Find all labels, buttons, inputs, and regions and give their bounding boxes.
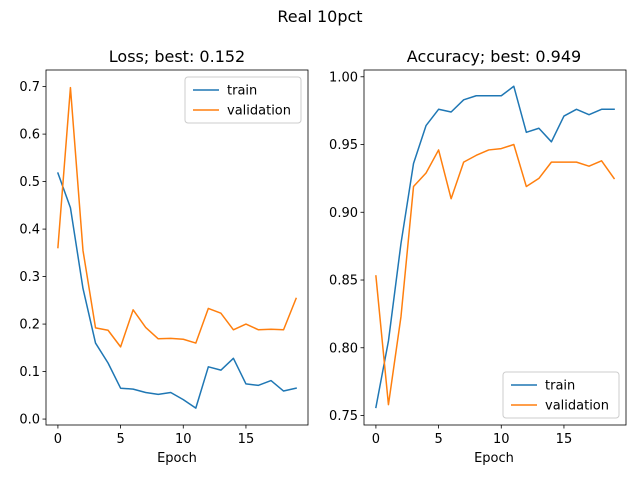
accuracy-legend-label-validation: validation bbox=[545, 399, 609, 414]
loss-legend-label-validation: validation bbox=[227, 104, 291, 119]
accuracy-xtick-label: 5 bbox=[434, 432, 442, 447]
accuracy-chart: Accuracy; best: 0.949 Epoch 0 5 10 15 0.75 0.… bbox=[329, 47, 627, 466]
loss-xtick-label: 10 bbox=[175, 432, 192, 447]
loss-ytick-label: 0.4 bbox=[19, 223, 40, 238]
loss-legend: train validation bbox=[184, 76, 302, 124]
loss-ytick-label: 0.0 bbox=[19, 413, 40, 428]
accuracy-ytick-label: 0.90 bbox=[329, 206, 358, 221]
accuracy-chart-xlabel: Epoch bbox=[474, 451, 514, 466]
accuracy-ytick-label: 0.80 bbox=[329, 341, 358, 356]
loss-chart: Loss; best: 0.152 Epoch 0 5 10 15 0.0 0.1 0.2 0… bbox=[19, 47, 309, 466]
accuracy-ytick-label: 0.75 bbox=[329, 409, 358, 424]
accuracy-xtick-label: 15 bbox=[556, 432, 573, 447]
loss-series-validation-line bbox=[57, 86, 298, 348]
accuracy-axes-frame bbox=[363, 69, 627, 426]
accuracy-series-train-line bbox=[375, 85, 615, 409]
loss-xtick-label: 5 bbox=[116, 432, 124, 447]
loss-ytick-label: 0.7 bbox=[19, 80, 40, 95]
accuracy-chart-title: Accuracy; best: 0.949 bbox=[407, 47, 581, 66]
accuracy-xtick-label: 0 bbox=[372, 432, 380, 447]
loss-legend-label-train: train bbox=[227, 84, 257, 99]
loss-ytick-label: 0.3 bbox=[19, 270, 40, 285]
loss-ytick-label: 0.5 bbox=[19, 175, 40, 190]
loss-ytick-label: 0.1 bbox=[19, 365, 40, 380]
loss-xtick-label: 15 bbox=[238, 432, 255, 447]
loss-series-train-line bbox=[56, 172, 297, 409]
accuracy-legend-label-train: train bbox=[545, 379, 575, 394]
accuracy-series-validation-line bbox=[375, 143, 616, 406]
loss-legend-box bbox=[184, 76, 302, 124]
accuracy-xtick-label: 10 bbox=[493, 432, 510, 447]
accuracy-ytick-label: 1.00 bbox=[329, 70, 358, 85]
accuracy-ytick-label: 0.95 bbox=[329, 138, 358, 153]
loss-ytick-label: 0.6 bbox=[19, 128, 40, 143]
figure-suptitle: Real 10pct bbox=[277, 7, 362, 26]
accuracy-legend-box bbox=[502, 371, 620, 419]
loss-xtick-label: 0 bbox=[54, 432, 62, 447]
accuracy-legend: train validation bbox=[502, 371, 620, 419]
loss-chart-xlabel: Epoch bbox=[157, 451, 197, 466]
loss-axes-frame bbox=[45, 69, 309, 426]
loss-chart-title: Loss; best: 0.152 bbox=[109, 47, 245, 66]
loss-ytick-label: 0.2 bbox=[19, 318, 40, 333]
accuracy-ytick-label: 0.85 bbox=[329, 274, 358, 289]
